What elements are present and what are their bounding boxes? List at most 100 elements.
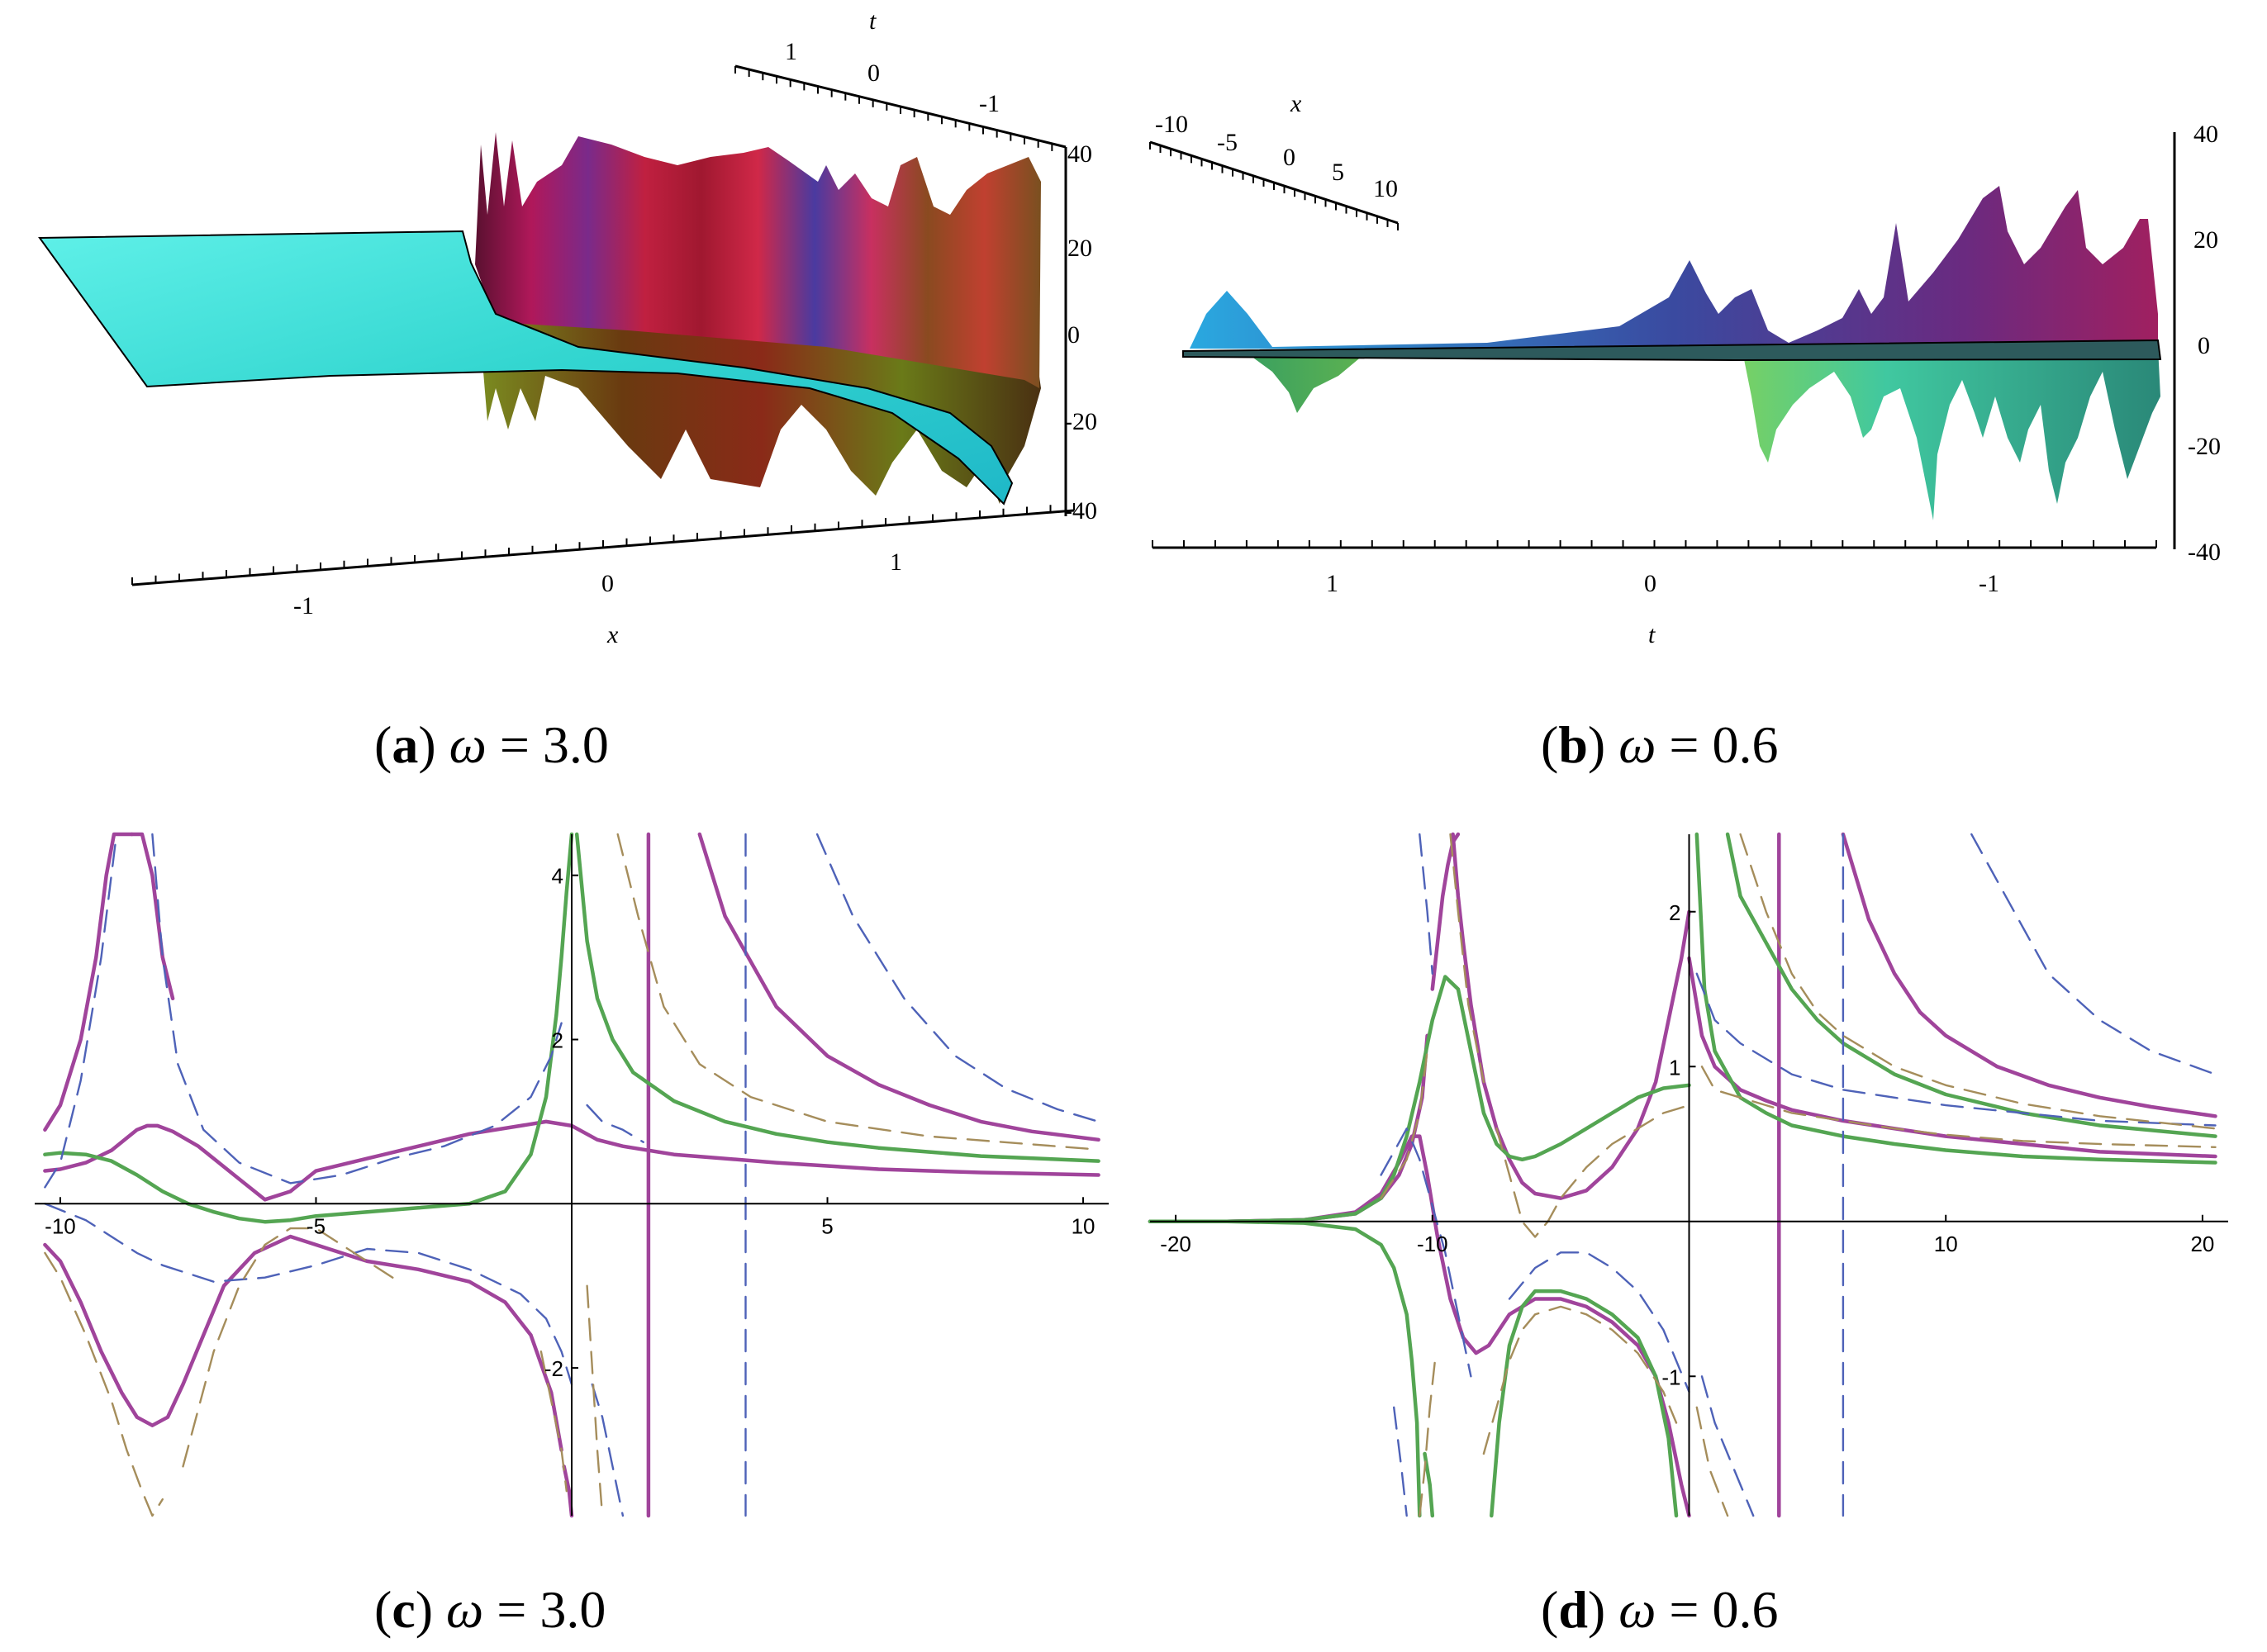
d-series-17-line	[1695, 972, 2217, 1127]
d-series-26-line	[1695, 1406, 1729, 1517]
c-series-2-line	[130, 832, 175, 1001]
caption-d: (d) ω = 0.6	[1541, 1580, 1779, 1639]
c-series-16-line	[44, 1251, 164, 1517]
panel-b-t-tick: -1	[1979, 570, 1999, 597]
d-series-20-line	[1970, 833, 2217, 1075]
d-series-23-line	[1495, 1104, 1690, 1238]
d-series-18-line	[1700, 1375, 1755, 1517]
panel-a-x-tick: -1	[293, 592, 314, 620]
c-series-9-line	[44, 833, 118, 1189]
panel-b-x-axis-minor-ticks	[1149, 142, 1399, 230]
c-series-4-line	[562, 1464, 574, 1518]
caption-b: (b) ω = 0.6	[1541, 715, 1779, 774]
d-series-10-line	[1490, 1289, 1679, 1518]
d-series-12-line	[1694, 832, 2217, 1165]
d-series-7-line	[1148, 975, 1691, 1224]
panel-a-x-axis-minor-ticks	[131, 503, 1075, 585]
c-series-20-line	[616, 833, 1100, 1151]
panel-b-z-tick: 0	[2198, 332, 2210, 359]
panel-b-z-tick: 40	[2193, 121, 2218, 148]
c-series-11-line	[44, 1203, 573, 1386]
panel-c-line-chart: -10 -5 5 10 4 2 -2	[35, 832, 1109, 1518]
c-y-tick-label: 4	[552, 864, 563, 889]
panel-b-x-tick: 10	[1373, 175, 1398, 202]
d-x-tick-label: 10	[1934, 1232, 1958, 1256]
d-series-27-line	[1739, 833, 2217, 1130]
panel-b-x-tick: 0	[1283, 144, 1295, 171]
c-series-19-line	[586, 1284, 604, 1517]
d-series-6-line	[1841, 832, 2217, 1118]
panel-b-x-tick: -10	[1155, 111, 1188, 138]
c-x-tick-label: -10	[45, 1213, 76, 1238]
panel-a-x-axis-label: x	[606, 621, 619, 648]
c-series-13-line	[591, 1383, 625, 1517]
panel-b-surface-plot: -10 -5 0 5 10 x 40 20 0 -20 -40 1 0 -1 t	[1149, 90, 2221, 648]
panel-b-z-tick: -20	[2188, 433, 2221, 460]
panel-b-zero-plane	[1182, 339, 2162, 362]
d-series-9-line	[1148, 1219, 1422, 1518]
d-series-4-line	[1687, 956, 2217, 1159]
panel-a-x-tick: 0	[601, 570, 614, 597]
panel-b-x-axis-label: x	[1290, 90, 1302, 117]
c-series-1-line	[43, 832, 134, 1132]
panel-d-series-group	[1148, 832, 2217, 1518]
c-series-12-line	[586, 1104, 644, 1143]
caption-c: (c) ω = 3.0	[374, 1580, 606, 1639]
panel-b-t-tick: 1	[1326, 570, 1338, 597]
d-series-2-line	[1451, 832, 1691, 1200]
panel-b-surface-peaks	[1190, 186, 2158, 351]
panel-b-t-axis-label: t	[1648, 621, 1656, 648]
panel-a-surface-spikes	[475, 132, 1041, 388]
c-series-17-line	[182, 1227, 394, 1468]
panel-b-x-tick: 5	[1332, 159, 1344, 186]
d-series-3-line	[1148, 1134, 1691, 1518]
d-series-22-line	[1449, 833, 1485, 1084]
d-series-28-line	[1700, 1066, 2217, 1149]
d-series-0-line	[1148, 1033, 1429, 1224]
c-y-tick-label: 2	[552, 1028, 563, 1052]
panel-a-t-tick: 1	[785, 38, 797, 65]
d-x-tick-label: -20	[1160, 1232, 1191, 1256]
panel-a-surface-flat-sheet	[38, 230, 1014, 506]
c-series-6-line	[697, 832, 1100, 1142]
d-x-tick-label: -10	[1417, 1232, 1448, 1256]
c-y-tick-label: -2	[544, 1356, 563, 1381]
panel-d-line-chart: -20 -10 10 20 2 1 -1	[1148, 832, 2228, 1518]
panel-a-t-axis-label: t	[869, 7, 877, 35]
c-series-10-line	[151, 833, 563, 1184]
panel-a-t-tick: 0	[867, 59, 880, 87]
panel-b-t-axis-minor-ticks	[1152, 540, 2157, 548]
panel-a-z-tick: 40	[1067, 140, 1092, 168]
panel-b-t-tick: 0	[1644, 570, 1656, 597]
c-x-tick-label: -5	[307, 1213, 326, 1238]
c-series-7-line	[43, 832, 574, 1224]
panel-b-surface-troughs	[1248, 347, 2160, 520]
c-series-3-line	[43, 1234, 563, 1452]
panel-a-z-tick: -20	[1064, 408, 1097, 435]
panel-b-z-tick: 20	[2193, 226, 2218, 254]
panel-a-z-tick: 20	[1067, 235, 1092, 262]
panel-d-ticks: -20 -10 10 20 2 1 -1	[1160, 900, 2214, 1390]
d-y-tick-label: 1	[1669, 1055, 1680, 1080]
c-x-tick-label: 5	[821, 1213, 833, 1238]
d-series-24-line	[1419, 1360, 1437, 1517]
panel-a-x-tick: 1	[890, 548, 902, 576]
panel-a-t-axis-minor-ticks	[734, 66, 1067, 154]
d-series-15-line	[1419, 833, 1434, 976]
d-y-tick-label: -1	[1661, 1365, 1680, 1389]
d-series-8-line	[1423, 1451, 1435, 1518]
c-series-15-line	[815, 833, 1100, 1123]
d-series-13-line	[1380, 1127, 1472, 1378]
panel-a-t-tick: -1	[979, 90, 1000, 117]
d-x-tick-label: 20	[2190, 1232, 2214, 1256]
d-series-21-line	[1380, 1050, 1428, 1199]
c-series-8-line	[574, 832, 1100, 1163]
d-series-14-line	[1392, 1406, 1408, 1517]
d-series-16-line	[1508, 1251, 1690, 1393]
caption-a: (a) ω = 3.0	[374, 715, 609, 774]
d-y-tick-label: 2	[1669, 900, 1680, 925]
c-series-18-line	[539, 1350, 568, 1493]
panel-a-z-tick: 0	[1067, 321, 1080, 349]
panel-b-z-tick: -40	[2188, 539, 2221, 566]
